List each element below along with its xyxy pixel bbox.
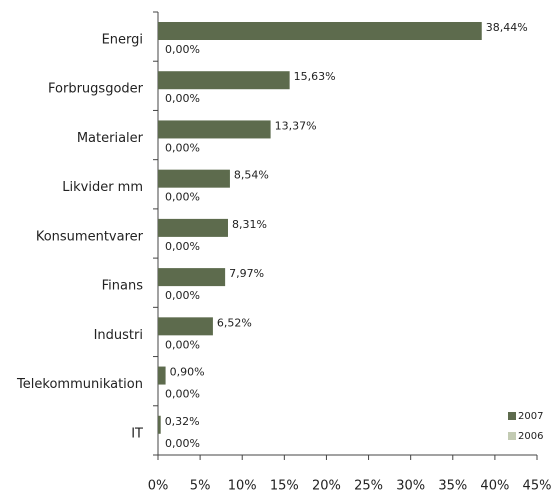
category-label: Industri (94, 328, 143, 343)
category-label: Telekommunikation (16, 377, 143, 392)
bar (158, 268, 226, 287)
x-tick-label: 0% (148, 479, 169, 493)
category-label: Forbrugsgoder (48, 82, 144, 97)
bar (158, 169, 230, 188)
legend-swatch (508, 432, 516, 440)
bar (158, 415, 161, 434)
bar (158, 218, 228, 237)
category-label: Likvider mm (62, 180, 143, 195)
legend-label: 2006 (518, 431, 543, 442)
value-label: 8,54% (234, 169, 269, 182)
x-tick-label: 35% (438, 479, 467, 493)
value-label: 13,37% (275, 119, 317, 132)
legend-swatch (508, 412, 516, 420)
bar (158, 317, 213, 336)
category-label: Energi (102, 33, 143, 48)
value-label: 6,52% (217, 316, 252, 329)
value-label: 0,00% (165, 191, 200, 204)
x-tick-label: 15% (270, 479, 299, 493)
value-label: 38,44% (486, 21, 528, 34)
value-label: 0,00% (165, 338, 200, 351)
x-tick-label: 30% (396, 479, 425, 493)
value-label: 0,00% (165, 240, 200, 253)
value-label: 0,00% (165, 141, 200, 154)
legend-label: 2007 (518, 411, 543, 422)
x-tick-label: 45% (523, 479, 552, 493)
bar (158, 22, 482, 40)
bar (158, 366, 166, 385)
value-label: 0,32% (165, 415, 200, 428)
value-label: 0,00% (165, 437, 200, 450)
x-tick-label: 40% (480, 479, 509, 493)
value-label: 0,00% (165, 92, 200, 105)
x-tick-label: 20% (312, 479, 341, 493)
bar (158, 71, 290, 90)
value-label: 0,00% (165, 388, 200, 401)
value-label: 0,00% (165, 289, 200, 302)
value-label: 15,63% (294, 70, 336, 83)
value-label: 0,00% (165, 43, 200, 56)
category-label: Materialer (77, 131, 144, 146)
value-label: 8,31% (232, 218, 267, 231)
x-tick-label: 25% (354, 479, 383, 493)
category-label: IT (131, 426, 143, 441)
bar (158, 120, 271, 139)
category-label: Finans (102, 279, 144, 294)
value-label: 0,90% (170, 366, 205, 379)
value-label: 7,97% (229, 267, 264, 280)
x-tick-label: 10% (228, 479, 257, 493)
x-tick-label: 5% (190, 479, 211, 493)
category-label: Konsumentvarer (36, 229, 144, 244)
